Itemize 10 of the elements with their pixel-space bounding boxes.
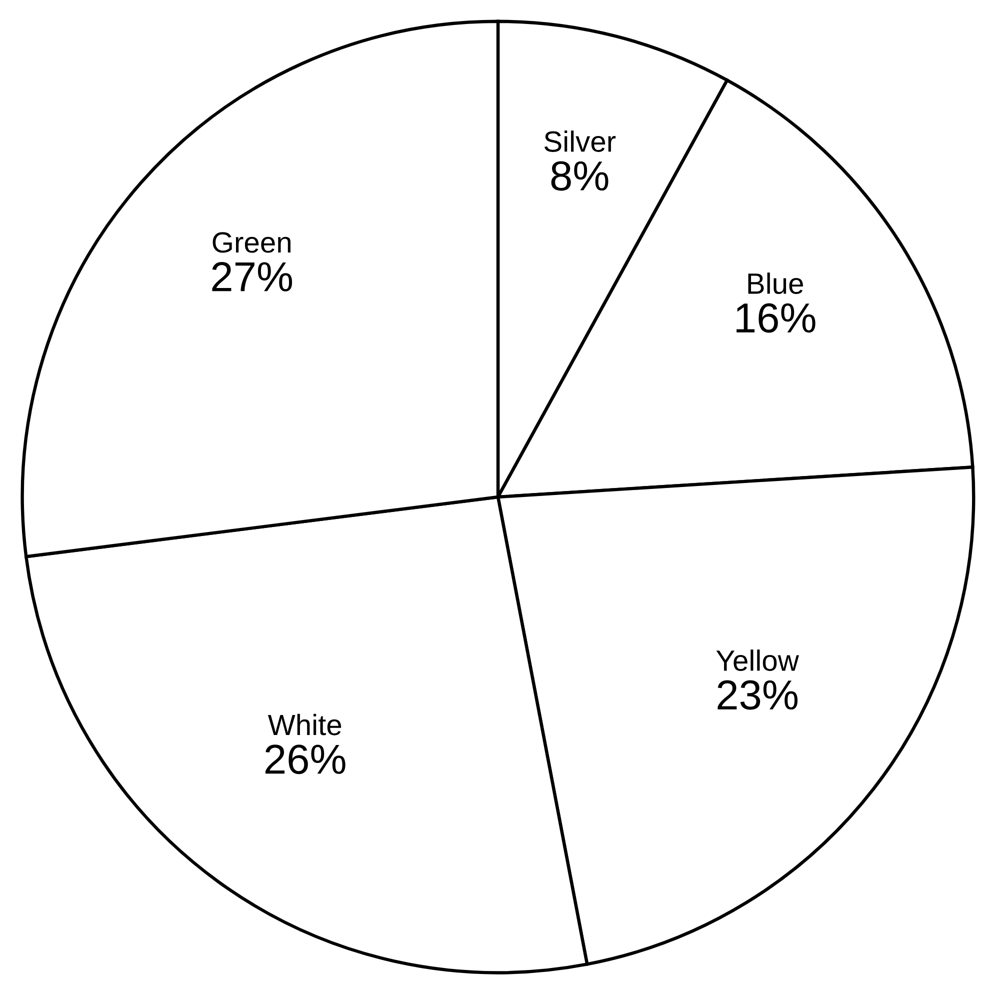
slice-label: Green [212, 232, 290, 253]
data-label: 16% [736, 303, 816, 333]
slice-label: Yellow [716, 650, 800, 671]
slice-label: Silver [544, 130, 616, 152]
data-label: 8% [551, 161, 608, 191]
slice-label: Blue [748, 272, 803, 294]
data-label: 27% [212, 262, 292, 292]
data-label: 23% [718, 680, 798, 710]
slice-label: White [268, 714, 342, 736]
data-label: 26% [266, 744, 346, 774]
